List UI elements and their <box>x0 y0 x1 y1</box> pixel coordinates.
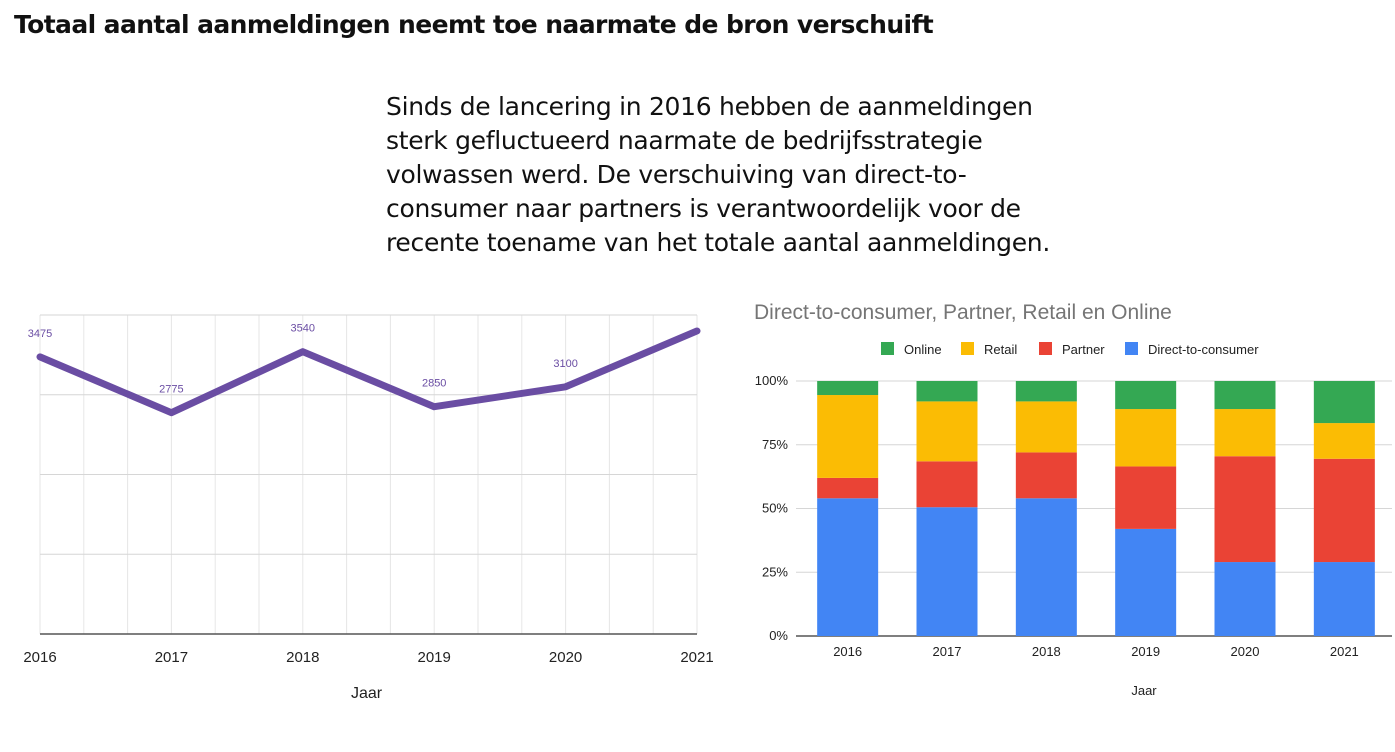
x-axis-title: Jaar <box>1131 683 1157 698</box>
bar-segment <box>1115 528 1177 636</box>
data-label: 3475 <box>28 328 52 340</box>
data-label: 2850 <box>422 378 446 390</box>
bar-segment <box>1214 456 1276 563</box>
bar-segment <box>1214 562 1276 636</box>
legend-label: Online <box>904 342 942 357</box>
bar-segment <box>916 401 978 462</box>
stacked-bar-chart: Direct-to-consumer, Partner, Retail en O… <box>754 301 1392 698</box>
x-tick-label: 2016 <box>23 649 56 666</box>
bar-segment <box>1115 466 1177 529</box>
bar-segment <box>1313 562 1375 636</box>
x-tick-label: 2020 <box>1231 644 1260 659</box>
chart-title: Direct-to-consumer, Partner, Retail en O… <box>754 301 1172 324</box>
x-tick-label: 2021 <box>1330 644 1359 659</box>
bar-segment <box>1015 401 1077 453</box>
data-label: 3540 <box>291 323 315 335</box>
legend-label: Direct-to-consumer <box>1148 342 1259 357</box>
bar-segment <box>916 507 978 636</box>
x-tick-label: 2018 <box>286 649 319 666</box>
x-tick-label: 2017 <box>933 644 962 659</box>
bar-segment <box>1313 423 1375 459</box>
x-tick-label: 2019 <box>1131 644 1160 659</box>
legend-label: Retail <box>984 342 1017 357</box>
legend-swatch <box>1039 342 1052 355</box>
data-label: 3100 <box>553 358 577 370</box>
y-tick-label: 25% <box>762 564 788 579</box>
bar-segment <box>1015 498 1077 636</box>
legend-label: Partner <box>1062 342 1105 357</box>
bar-segment <box>1115 381 1177 410</box>
y-tick-label: 0% <box>769 628 788 643</box>
data-label: 2775 <box>159 384 183 396</box>
bar-segment <box>817 477 879 499</box>
bar-segment <box>1214 409 1276 457</box>
bar-segment <box>1015 452 1077 499</box>
slide-title: Totaal aantal aanmeldingen neemt toe naa… <box>14 10 934 39</box>
bar-segment <box>1313 381 1375 424</box>
x-tick-label: 2021 <box>680 649 713 666</box>
x-tick-label: 2016 <box>833 644 862 659</box>
bar-segment <box>817 381 879 396</box>
bar-segment <box>817 395 879 478</box>
bar-segment <box>1115 409 1177 467</box>
x-tick-label: 2019 <box>418 649 451 666</box>
bar-segment <box>1214 381 1276 410</box>
y-tick-label: 50% <box>762 501 788 516</box>
line-chart: 3475 2775 3540 2850 3100 2016 2017 2018 2019 2020… <box>23 314 714 702</box>
x-axis-title: Jaar <box>351 685 383 702</box>
body-text: Sinds de lancering in 2016 hebben de aan… <box>386 92 1050 257</box>
bar-segment <box>1313 458 1375 563</box>
bar-segment <box>916 461 978 508</box>
y-tick-label: 100% <box>755 373 789 388</box>
x-tick-label: 2018 <box>1032 644 1061 659</box>
bar-segment <box>916 381 978 402</box>
series-line <box>36 327 701 417</box>
legend-swatch <box>881 342 894 355</box>
legend-swatch <box>961 342 974 355</box>
x-tick-label: 2020 <box>549 649 582 666</box>
y-tick-label: 75% <box>762 437 788 452</box>
legend-swatch <box>1125 342 1138 355</box>
bar-segment <box>1015 381 1077 402</box>
bar-segment <box>817 498 879 636</box>
x-tick-label: 2017 <box>155 649 188 666</box>
